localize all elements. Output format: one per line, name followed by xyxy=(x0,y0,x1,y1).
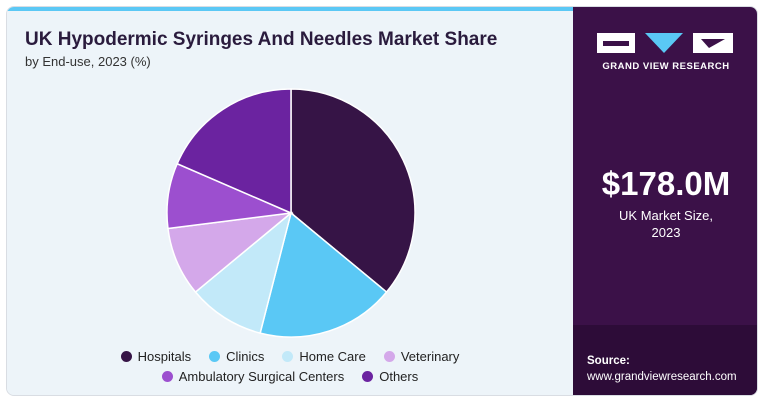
legend-label: Clinics xyxy=(226,349,265,364)
source-box: Source: www.grandviewresearch.com xyxy=(573,325,757,395)
legend-label: Ambulatory Surgical Centers xyxy=(178,369,345,384)
pie-slice-hospitals xyxy=(290,88,416,294)
legend-label: Others xyxy=(379,369,419,384)
source-url[interactable]: www.grandviewresearch.com xyxy=(587,371,737,383)
market-size-label: UK Market Size, 2023 xyxy=(619,208,713,240)
legend-swatch xyxy=(362,371,374,382)
legend-row: Hospitals Clinics Home Care Veterinary xyxy=(7,349,573,364)
legend-swatch xyxy=(209,351,221,362)
chart-title: UK Hypodermic Syringes And Needles Marke… xyxy=(25,29,498,50)
pie-slice-others xyxy=(176,88,292,215)
legend-item-ambulatory-surgical-centers: Ambulatory Surgical Centers xyxy=(161,369,345,384)
pie-slice-clinics xyxy=(259,211,388,338)
grand-view-research-logo xyxy=(597,33,733,53)
market-size-value: $178.0M xyxy=(601,165,731,202)
source-label: Source: xyxy=(587,355,630,367)
legend-row: Ambulatory Surgical Centers Others xyxy=(7,369,573,384)
legend-swatch xyxy=(161,371,173,382)
pie-slice-home-care xyxy=(194,210,293,335)
legend-item-others: Others xyxy=(362,369,418,384)
chart-panel: UK Hypodermic Syringes And Needles Marke… xyxy=(7,7,573,395)
legend-item-home-care: Home Care xyxy=(282,349,366,364)
info-sidebar: GRAND VIEW RESEARCH $178.0M UK Market Si… xyxy=(573,7,757,395)
legend-item-veterinary: Veterinary xyxy=(383,349,460,364)
legend-label: Hospitals xyxy=(137,349,192,364)
brand-name: GRAND VIEW RESEARCH xyxy=(602,61,730,72)
legend-swatch xyxy=(282,351,294,362)
legend-swatch xyxy=(120,351,132,362)
accent-bar xyxy=(7,7,573,11)
legend-swatch xyxy=(383,351,395,362)
chart-card: UK Hypodermic Syringes And Needles Marke… xyxy=(6,6,758,396)
legend-item-clinics: Clinics xyxy=(209,349,264,364)
legend-item-hospitals: Hospitals xyxy=(120,349,192,364)
chart-subtitle: by End-use, 2023 (%) xyxy=(25,54,151,69)
legend-label: Veterinary xyxy=(400,349,460,364)
pie-chart xyxy=(166,88,416,338)
legend-label: Home Care xyxy=(299,349,366,364)
